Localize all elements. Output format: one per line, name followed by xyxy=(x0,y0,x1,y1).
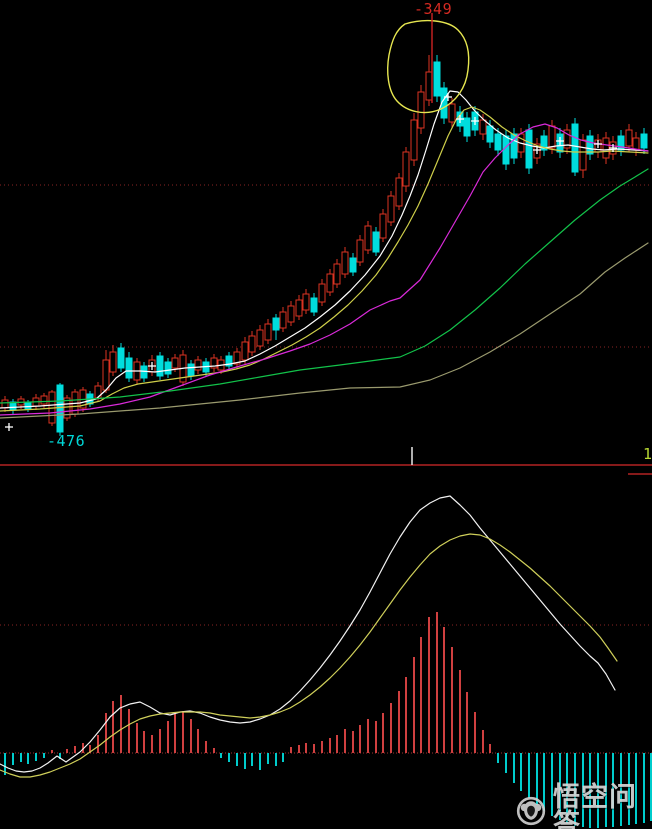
watermark-text: 悟空问答 xyxy=(553,782,638,829)
peak-price-label: -349 xyxy=(414,0,453,18)
trough-price-label: -476 xyxy=(47,432,86,450)
wukong-monkey-icon xyxy=(516,796,546,826)
axis-label-fragment: 1 xyxy=(643,445,652,463)
watermark: 悟空问答 xyxy=(516,784,652,829)
